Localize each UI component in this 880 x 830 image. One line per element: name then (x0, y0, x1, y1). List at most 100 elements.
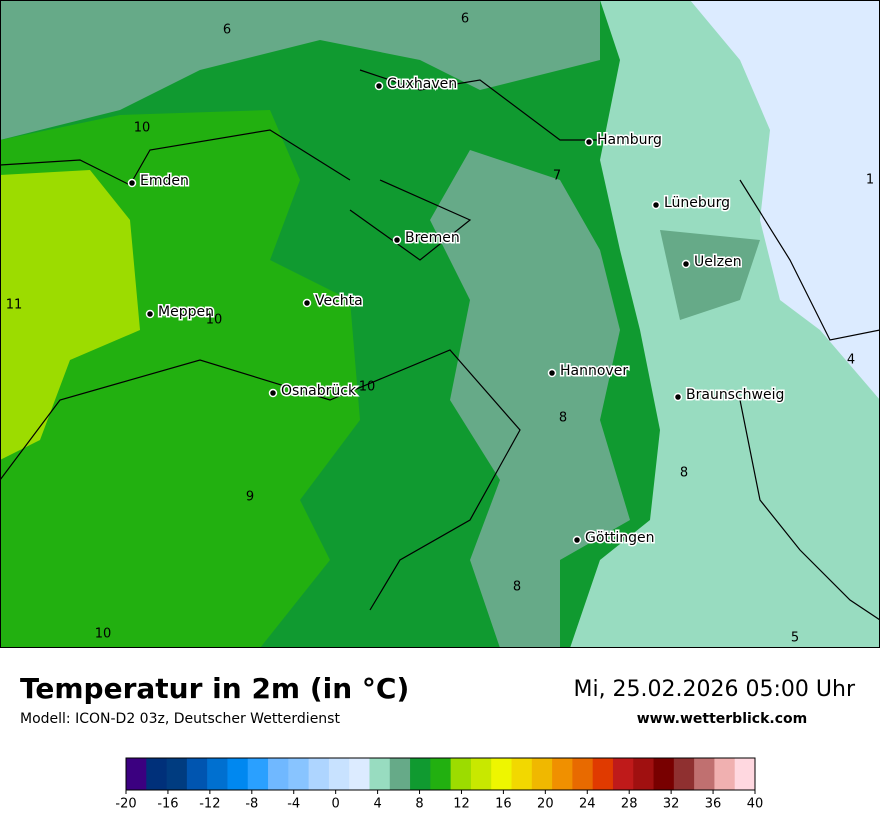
colorbar-segment (653, 758, 675, 790)
colorbar-tick-label: 20 (537, 797, 554, 812)
colorbar-tick-label: 24 (579, 797, 596, 812)
colorbar-segment (186, 758, 208, 790)
region (430, 150, 630, 648)
colorbar-tick-label: 12 (453, 797, 470, 812)
contour-label: 7 (553, 169, 561, 184)
colorbar-segment (288, 758, 310, 790)
contour-label: 10 (359, 380, 376, 395)
colorbar-segment (207, 758, 228, 790)
colorbar-segment (694, 758, 715, 790)
colorbar-segment (166, 758, 188, 790)
colorbar-segment (328, 758, 350, 790)
city-dot (127, 178, 137, 188)
colorbar-tick-label: 28 (621, 797, 638, 812)
city-dot (673, 392, 683, 402)
city-label: Göttingen (585, 530, 655, 546)
colorbar-segment (592, 758, 614, 790)
colorbar-segment (673, 758, 695, 790)
city-label: Vechta (315, 293, 363, 309)
border-line (0, 69, 880, 621)
colorbar-tick-label: 4 (373, 797, 381, 812)
colorbar-segment (450, 758, 472, 790)
region (660, 230, 760, 320)
colorbar-tick-label: -12 (199, 797, 220, 812)
colorbar-segment (491, 758, 513, 790)
colorbar-tick-label: 36 (705, 797, 722, 812)
colorbar-segment (714, 758, 736, 790)
colorbar-segment (410, 758, 431, 790)
contour-label: 11 (6, 298, 23, 313)
city-dot (547, 368, 557, 378)
colorbar-segment (227, 758, 249, 790)
contour-label: 10 (206, 313, 223, 328)
city-label: Emden (140, 173, 189, 189)
colorbar-segment (470, 758, 492, 790)
colorbar-tick-label: 16 (495, 797, 512, 812)
colorbar: -20 -16 -12 -8 -4 0 4 8 12 16 20 24 28 32 36 40 (115, 757, 764, 812)
colorbar-segment (531, 758, 553, 790)
colorbar-segment (734, 758, 756, 790)
region (690, 0, 880, 400)
colorbar-tick-label: -8 (245, 797, 258, 812)
contour-label: 1 (866, 173, 874, 188)
city-dot (268, 388, 278, 398)
contour-label: 6 (461, 12, 469, 27)
map (0, 0, 880, 648)
contour-label: 10 (95, 627, 112, 642)
city-dot (584, 137, 594, 147)
colorbar-segment (146, 758, 168, 790)
contour-label: 8 (559, 411, 567, 426)
colorbar-segment (389, 758, 411, 790)
colorbar-tick-label: 8 (415, 797, 423, 812)
cities: Cuxhaven Hamburg Emden Lüneburg Bremen Uelzen… (127, 75, 786, 548)
city-label: Bremen (405, 230, 460, 246)
colorbar-segment (633, 758, 655, 790)
city-label: Uelzen (694, 254, 742, 270)
city-label: Hamburg (597, 132, 662, 148)
region (0, 0, 600, 140)
colorbar-segment (126, 758, 147, 790)
contour-label: 6 (223, 23, 231, 38)
contour-label: 8 (680, 466, 688, 481)
colorbar-segment (430, 758, 452, 790)
contour-label: 8 (513, 580, 521, 595)
city-label: Meppen (158, 304, 214, 320)
city-label: Braunschweig (686, 387, 784, 403)
contour-label: 9 (246, 490, 254, 505)
colorbar-tick-label: 0 (332, 797, 340, 812)
region (0, 170, 140, 460)
colorbar-segment (268, 758, 289, 790)
colorbar-segment (369, 758, 391, 790)
contour-label: 10 (134, 121, 151, 136)
colorbar-segment (572, 758, 594, 790)
colorbar-segment (308, 758, 330, 790)
subtitle: Modell: ICON-D2 03z, Deutscher Wetterdie… (20, 711, 340, 727)
contour-label: 4 (847, 353, 855, 368)
colorbar-segment (552, 758, 573, 790)
title: Temperatur in 2m (in °C) (20, 672, 409, 705)
colorbar-tick-label: -20 (115, 797, 136, 812)
datetime: Mi, 25.02.2026 05:00 Uhr (573, 677, 855, 702)
website: www.wetterblick.com (637, 711, 808, 727)
city-label: Osnabrück (281, 383, 357, 399)
city-dot (302, 298, 312, 308)
colorbar-segment (511, 758, 533, 790)
city-label: Hannover (560, 363, 628, 379)
city-dot (681, 259, 691, 269)
city-dot (374, 81, 384, 91)
city-dot (145, 309, 155, 319)
contour-label: 5 (791, 631, 799, 646)
city-label: Lüneburg (664, 195, 730, 211)
city-dot (392, 235, 402, 245)
city-label: Cuxhaven (387, 76, 457, 92)
colorbar-tick-label: 32 (663, 797, 680, 812)
colorbar-segment (247, 758, 269, 790)
colorbar-tick-label: 40 (747, 797, 764, 812)
city-dot (651, 200, 661, 210)
colorbar-segment (612, 758, 634, 790)
colorbar-segment (349, 758, 370, 790)
city-dot (572, 535, 582, 545)
colorbar-tick-label: -4 (287, 797, 300, 812)
